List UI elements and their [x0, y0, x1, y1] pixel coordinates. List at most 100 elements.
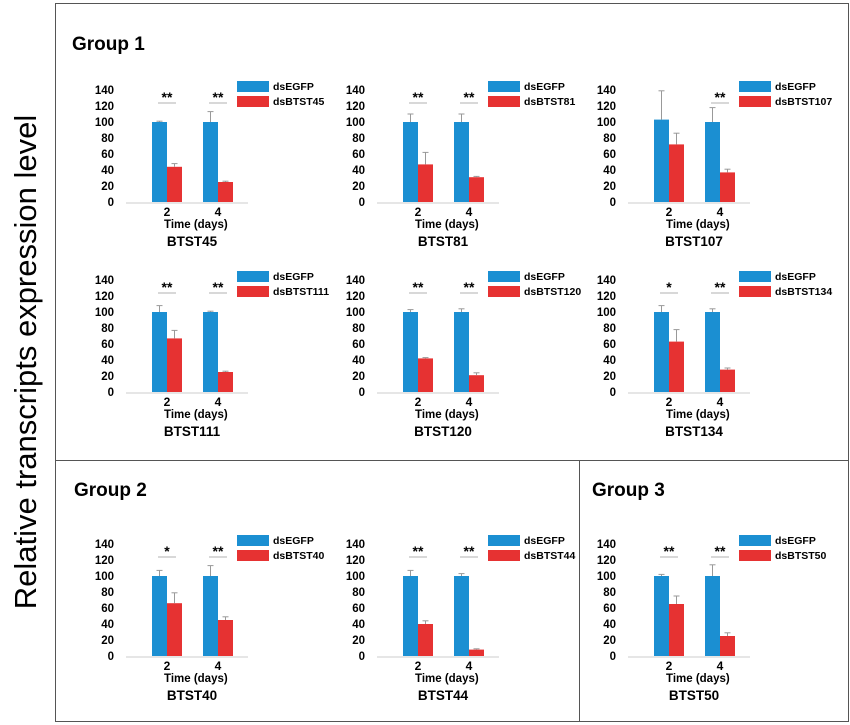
y-tick-label: 0: [610, 387, 616, 399]
x-tick-label: 2: [415, 659, 422, 673]
legend-swatch-dsegfp: [488, 535, 520, 546]
y-tick-label: 60: [101, 339, 114, 351]
y-tick-label: 20: [352, 181, 365, 193]
legend-swatch-dsbtst120: [488, 286, 520, 297]
bar-dsegfp-day4: [203, 576, 218, 656]
y-tick-label: 60: [603, 149, 616, 161]
bar-dsegfp-day4: [705, 122, 720, 202]
y-tick-label: 40: [101, 619, 114, 631]
legend-label: dsBTST111: [273, 286, 329, 298]
x-tick-label: 2: [415, 205, 422, 219]
legend-label: dsEGFP: [273, 81, 314, 93]
bar-dsbtst50-day4: [720, 636, 735, 656]
significance-marker: **: [413, 279, 424, 295]
y-tick-label: 0: [108, 197, 114, 209]
legend-swatch-dsbtst107: [739, 96, 771, 107]
group-3-panel: Group 3: [579, 460, 849, 722]
bar-dsegfp-day2: [152, 122, 167, 202]
y-tick-label: 140: [597, 539, 616, 551]
y-tick-label: 60: [352, 603, 365, 615]
y-tick-label: 80: [352, 323, 365, 335]
y-tick-label: 60: [101, 149, 114, 161]
bar-dsegfp-day2: [152, 312, 167, 392]
y-tick-label: 100: [597, 571, 616, 583]
significance-marker: **: [413, 543, 424, 559]
legend-label: dsBTST134: [775, 286, 832, 298]
x-tick-label: 4: [215, 395, 222, 409]
y-tick-label: 140: [346, 275, 365, 287]
x-axis-label: Time (days): [415, 219, 479, 231]
bar-dsegfp-day2: [654, 312, 669, 392]
y-tick-label: 80: [352, 133, 365, 145]
legend-label: dsBTST107: [775, 96, 832, 108]
significance-marker: *: [666, 279, 672, 295]
bar-dsegfp-day4: [454, 122, 469, 202]
y-tick-label: 20: [352, 635, 365, 647]
x-axis-label: Time (days): [666, 409, 730, 421]
y-tick-label: 40: [101, 165, 114, 177]
significance-marker: **: [213, 543, 224, 559]
bar-dsegfp-day4: [705, 576, 720, 656]
legend-swatch-dsbtst50: [739, 550, 771, 561]
bar-dsbtst111-day2: [167, 338, 182, 392]
legend-swatch-dsbtst111: [237, 286, 269, 297]
y-tick-label: 100: [346, 571, 365, 583]
legend-label: dsBTST81: [524, 96, 576, 108]
y-tick-label: 100: [597, 117, 616, 129]
y-tick-label: 140: [95, 275, 114, 287]
y-tick-label: 20: [101, 371, 114, 383]
legend-swatch-dsegfp: [237, 271, 269, 282]
x-axis-label: Time (days): [164, 219, 228, 231]
y-tick-label: 100: [95, 117, 114, 129]
y-tick-label: 120: [597, 555, 616, 567]
x-tick-label: 2: [415, 395, 422, 409]
x-axis-label: Time (days): [415, 409, 479, 421]
y-tick-label: 40: [603, 619, 616, 631]
legend-label: dsEGFP: [273, 535, 314, 547]
legend-swatch-dsegfp: [488, 81, 520, 92]
legend-label: dsEGFP: [524, 535, 565, 547]
bar-dsegfp-day4: [203, 312, 218, 392]
significance-marker: *: [164, 543, 170, 559]
legend-swatch-dsbtst40: [237, 550, 269, 561]
y-tick-label: 120: [346, 291, 365, 303]
y-tick-label: 80: [603, 323, 616, 335]
x-tick-label: 2: [666, 659, 673, 673]
x-tick-label: 2: [666, 205, 673, 219]
chart-title: BTST40: [167, 688, 217, 703]
y-tick-label: 0: [359, 387, 365, 399]
legend-swatch-dsegfp: [739, 535, 771, 546]
legend-label: dsEGFP: [524, 81, 565, 93]
legend-swatch-dsegfp: [739, 271, 771, 282]
y-tick-label: 120: [346, 555, 365, 567]
bar-dsbtst81-day2: [418, 164, 433, 202]
bar-dsegfp-day2: [403, 312, 418, 392]
y-tick-label: 140: [597, 85, 616, 97]
group-1-title: Group 1: [72, 34, 145, 55]
bar-dsbtst40-day4: [218, 620, 233, 656]
bar-dsbtst44-day4: [469, 649, 484, 656]
bar-dsegfp-day4: [454, 312, 469, 392]
significance-marker: **: [213, 279, 224, 295]
y-tick-label: 100: [346, 117, 365, 129]
y-tick-label: 60: [352, 149, 365, 161]
y-tick-label: 80: [101, 133, 114, 145]
y-tick-label: 20: [101, 181, 114, 193]
y-tick-label: 120: [95, 291, 114, 303]
legend-label: dsBTST40: [273, 550, 325, 562]
y-tick-label: 40: [603, 165, 616, 177]
y-tick-label: 60: [352, 339, 365, 351]
x-tick-label: 4: [717, 395, 724, 409]
y-tick-label: 80: [101, 587, 114, 599]
legend-swatch-dsegfp: [739, 81, 771, 92]
y-tick-label: 80: [603, 133, 616, 145]
bar-dsbtst134-day4: [720, 369, 735, 392]
chart-title: BTST107: [665, 234, 723, 249]
bar-dsbtst50-day2: [669, 604, 684, 656]
x-tick-label: 4: [717, 205, 724, 219]
